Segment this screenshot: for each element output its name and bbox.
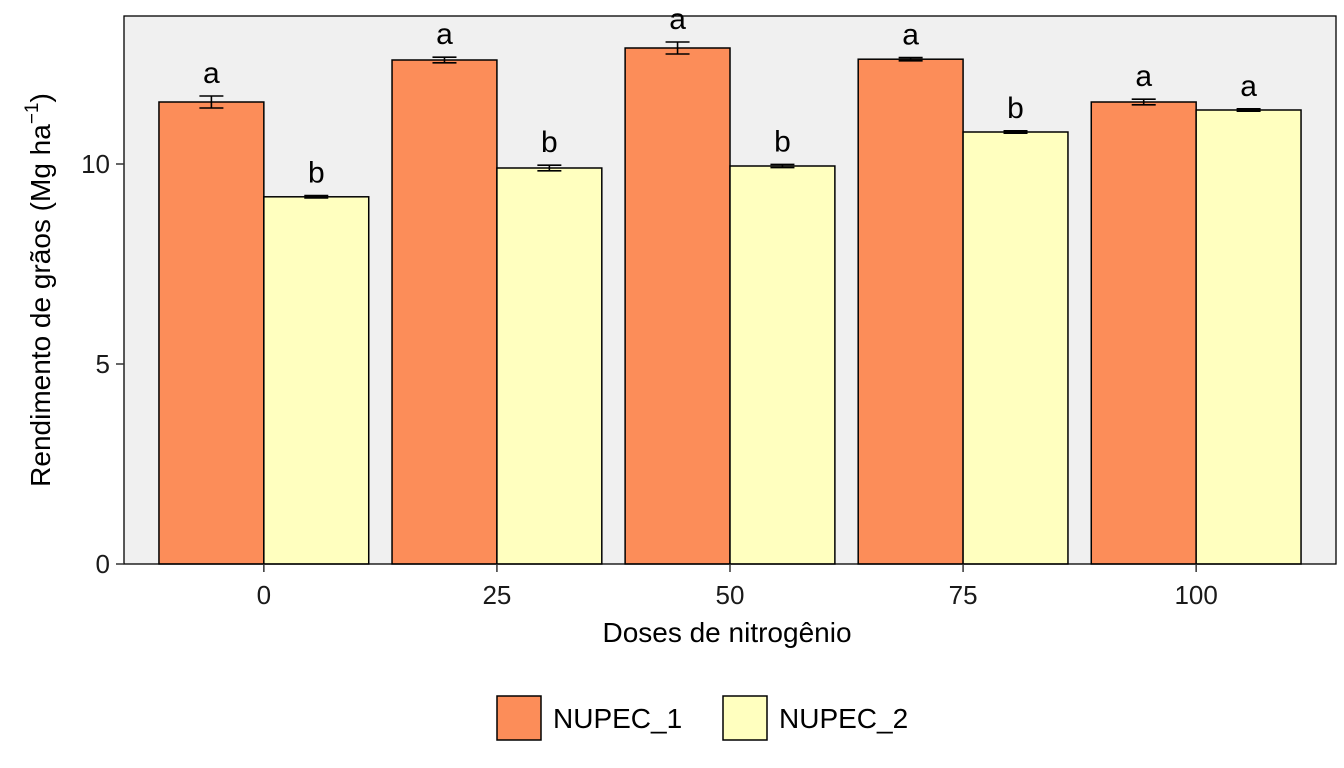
y-tick-label-5: 5 <box>96 349 110 379</box>
bar-NUPEC_1-100 <box>1090 101 1197 565</box>
bar-NUPEC_2-25 <box>496 167 603 565</box>
y-axis-title-close: ) <box>25 93 56 102</box>
bars-group <box>158 47 1302 565</box>
significance-letter-NUPEC_1-50: a <box>669 3 686 36</box>
y-axis-title-superscript: −1 <box>22 103 43 125</box>
significance-letter-NUPEC_2-100: a <box>1240 70 1257 103</box>
significance-letter-NUPEC_2-50: b <box>774 125 791 158</box>
x-tick-label-50: 50 <box>716 580 745 610</box>
x-tick-label-25: 25 <box>482 580 511 610</box>
x-axis: 0 25 50 75 100 <box>257 564 1218 610</box>
y-axis: 0 5 10 <box>81 149 124 579</box>
significance-letter-NUPEC_1-25: a <box>436 18 453 51</box>
legend: NUPEC_1 NUPEC_2 <box>496 695 908 741</box>
significance-letter-NUPEC_2-25: b <box>541 126 558 159</box>
x-tick-label-75: 75 <box>949 580 978 610</box>
y-tick-label-10: 10 <box>81 149 110 179</box>
significance-letter-NUPEC_1-0: a <box>203 57 220 90</box>
legend-label-NUPEC_2: NUPEC_2 <box>779 703 908 734</box>
legend-key-NUPEC_1 <box>496 695 542 741</box>
significance-letter-NUPEC_2-75: b <box>1007 92 1024 125</box>
x-axis-title: Doses de nitrogênio <box>602 617 851 648</box>
significance-letter-NUPEC_2-0: b <box>308 157 325 190</box>
legend-key-NUPEC_2 <box>722 695 768 741</box>
bar-NUPEC_1-25 <box>391 59 498 565</box>
y-axis-title-main: Rendimento de grãos (Mg ha <box>25 124 56 487</box>
bar-NUPEC_2-100 <box>1195 109 1302 565</box>
bar-NUPEC_2-50 <box>729 165 836 565</box>
bar-NUPEC_1-0 <box>158 101 265 565</box>
bar-NUPEC_2-0 <box>263 196 370 565</box>
significance-letters-group: a a a a a b b b b a <box>203 3 1257 190</box>
x-tick-label-0: 0 <box>257 580 271 610</box>
significance-letter-NUPEC_1-100: a <box>1135 60 1152 93</box>
legend-label-NUPEC_1: NUPEC_1 <box>553 703 682 734</box>
error-bars-group <box>199 41 1261 199</box>
bar-NUPEC_1-75 <box>857 58 964 565</box>
x-tick-label-100: 100 <box>1174 580 1217 610</box>
y-tick-label-0: 0 <box>96 549 110 579</box>
significance-letter-NUPEC_1-75: a <box>902 19 919 52</box>
bar-NUPEC_1-50 <box>624 47 731 565</box>
bar-NUPEC_2-75 <box>962 131 1069 565</box>
y-axis-title: Rendimento de grãos (Mg ha−1) <box>22 93 56 487</box>
